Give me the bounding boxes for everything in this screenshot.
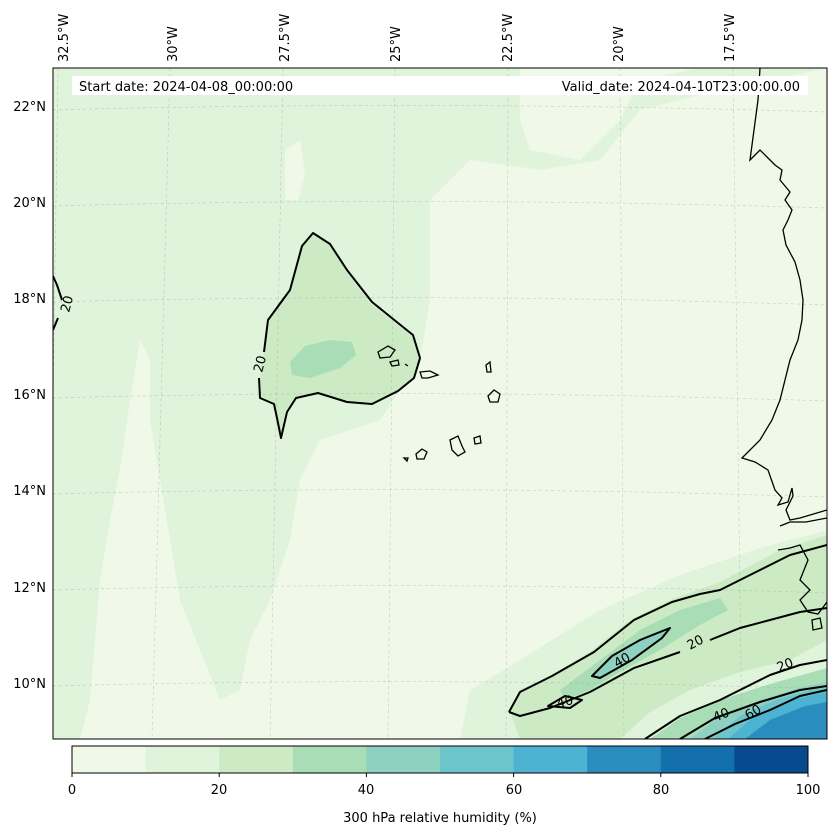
cape-verde-island-3 — [404, 363, 409, 367]
contour-lines — [53, 232, 827, 739]
colorbar — [71, 745, 809, 777]
valid-date-label: Valid_date: 2024-04-10T23:00:00.00 — [562, 80, 800, 95]
humidity-fill-20-30-plume — [260, 233, 421, 438]
lon-label-25w: 25°W — [389, 26, 404, 62]
cape-verde-island-5 — [485, 360, 492, 373]
contour-20-south-b — [709, 607, 827, 641]
lon-label-32-5w: 32.5°W — [57, 14, 72, 62]
africa-coast — [740, 68, 827, 521]
colorbar-segment-9 — [734, 746, 809, 773]
colorbar-tick-100: 100 — [796, 783, 821, 798]
lat-label-10n: 10°N — [13, 677, 46, 692]
lat-label-14n: 14°N — [13, 484, 46, 499]
colorbar-segment-2 — [219, 746, 294, 773]
contour-20-plume — [258, 232, 421, 439]
colorbar-segment-6 — [513, 746, 588, 773]
humidity-fill-40-50-tongue — [592, 630, 668, 678]
colorbar-segment-5 — [440, 746, 515, 773]
contour-20-south-a — [508, 544, 827, 713]
latitude-labels: 22°N 20°N 18°N 16°N 14°N 12°N 10°N — [13, 100, 46, 692]
contour-label-south-40-b: 40 — [555, 693, 575, 712]
contour-value-labels: 20 20 20 20 40 40 40 60 — [58, 294, 795, 726]
lat-label-20n: 20°N — [13, 196, 46, 211]
contour-60-south — [704, 689, 827, 739]
cape-verde-island-7 — [449, 435, 466, 457]
start-date-label: Start date: 2024-04-08_00:00:00 — [79, 80, 293, 95]
colorbar-frame — [71, 745, 809, 774]
colorbar-ticks: 0 20 40 60 80 100 — [68, 783, 821, 798]
map-frame — [52, 67, 828, 740]
contour-20-west-upper — [53, 317, 59, 331]
contour-label-south-20-a: 20 — [685, 633, 707, 654]
lon-label-30w: 30°W — [166, 26, 181, 62]
contour-label-south-40-a: 40 — [612, 650, 634, 671]
contour-label-west-20: 20 — [58, 294, 77, 314]
contour-label-south-60: 60 — [743, 702, 765, 723]
header-box — [72, 76, 808, 95]
colorbar-tick-80: 80 — [653, 783, 670, 798]
colorbar-title: 300 hPa relative humidity (%) — [343, 811, 537, 826]
lon-label-17-5w: 17.5°W — [723, 14, 738, 62]
cape-verde-island-1 — [377, 345, 396, 359]
contour-40-tongue — [591, 627, 671, 679]
colorbar-segment-7 — [587, 746, 662, 773]
lat-label-12n: 12°N — [13, 581, 46, 596]
colorbar-segment-1 — [145, 746, 220, 773]
colorbar-tick-0: 0 — [68, 783, 76, 798]
colorbar-tick-60: 60 — [506, 783, 523, 798]
colorbar-tick-40: 40 — [358, 783, 375, 798]
map-panel — [53, 68, 827, 739]
colorbar-segment-4 — [366, 746, 441, 773]
contour-40-south — [679, 685, 827, 739]
guinea-bissau-coast — [777, 544, 827, 615]
colorbar-segment-8 — [660, 746, 735, 773]
cape-verde-island-9 — [415, 448, 428, 460]
colorbar-segment-3 — [292, 746, 367, 773]
cape-verde-island-8 — [473, 435, 482, 445]
lon-label-27-5w: 27.5°W — [278, 14, 293, 62]
cape-verde-island-10 — [402, 457, 409, 463]
lat-label-18n: 18°N — [13, 292, 46, 307]
coastlines — [377, 68, 827, 631]
contour-20-south-a-lower — [508, 651, 681, 717]
guinea-islands — [811, 617, 823, 631]
contour-20-south-c — [644, 659, 827, 739]
cape-verde-island-4 — [419, 370, 440, 379]
humidity-fill-10-20-north-gap — [285, 140, 305, 200]
humidity-fill-30-40-plume — [290, 340, 356, 378]
colorbar-segment-0 — [72, 746, 147, 773]
cape-verde-island-2 — [389, 359, 400, 367]
colorbar-tick-20: 20 — [211, 783, 228, 798]
humidity-fill-10-20-west — [53, 68, 827, 739]
longitude-labels: 32.5°W 30°W 27.5°W 25°W 22.5°W 20°W 17.5… — [57, 14, 738, 62]
contour-20-west — [53, 275, 63, 301]
lon-label-20w: 20°W — [612, 26, 627, 62]
lat-label-22n: 22°N — [13, 100, 46, 115]
lat-label-16n: 16°N — [13, 388, 46, 403]
cape-verde-island-6 — [487, 389, 501, 403]
contour-label-south-20-b: 20 — [775, 656, 796, 676]
contour-label-south-40-c: 40 — [711, 706, 732, 726]
gambia-coast — [779, 517, 827, 527]
contour-40-small — [547, 695, 583, 709]
contour-label-plume-20: 20 — [251, 354, 270, 374]
lon-label-22-5w: 22.5°W — [501, 14, 516, 62]
humidity-fill-70-80-south — [745, 702, 827, 739]
